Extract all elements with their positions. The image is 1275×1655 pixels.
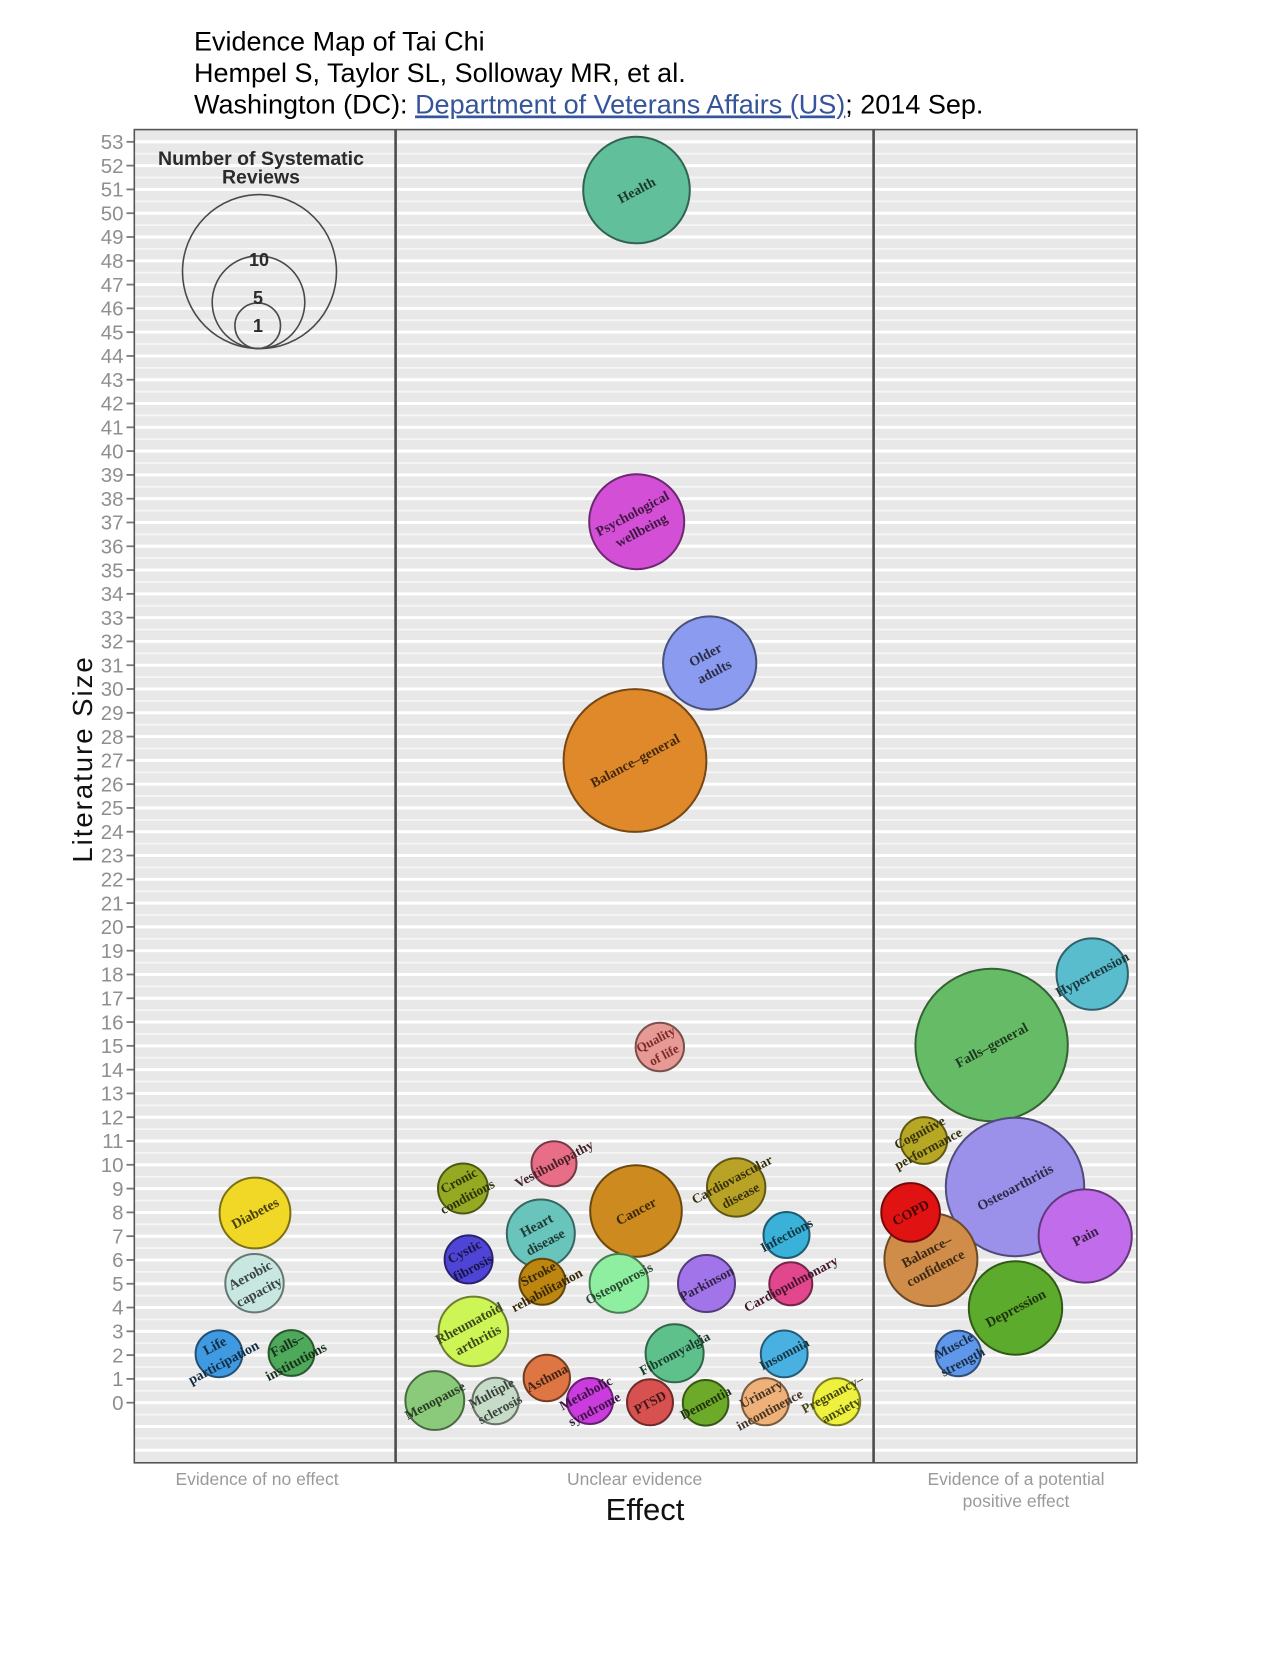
- svg-text:10: 10: [249, 250, 269, 270]
- svg-text:Evidence Map of Tai Chi: Evidence Map of Tai Chi: [194, 27, 485, 57]
- svg-text:33: 33: [101, 607, 124, 630]
- svg-text:31: 31: [101, 654, 124, 677]
- svg-text:9: 9: [112, 1178, 123, 1201]
- svg-text:6: 6: [112, 1249, 123, 1272]
- svg-text:15: 15: [101, 1035, 124, 1058]
- svg-text:35: 35: [101, 559, 124, 582]
- svg-text:Hempel S, Taylor SL, Solloway: Hempel S, Taylor SL, Solloway MR, et al.: [194, 58, 686, 88]
- svg-text:50: 50: [101, 202, 124, 225]
- svg-text:49: 49: [101, 226, 124, 249]
- svg-text:3: 3: [112, 1321, 123, 1344]
- svg-text:Reviews: Reviews: [222, 167, 300, 189]
- svg-text:47: 47: [101, 274, 124, 297]
- svg-text:44: 44: [101, 345, 124, 368]
- svg-text:23: 23: [101, 845, 124, 868]
- svg-text:11: 11: [102, 1130, 123, 1153]
- svg-text:positive effect: positive effect: [963, 1491, 1070, 1511]
- svg-text:40: 40: [101, 440, 124, 463]
- svg-text:45: 45: [101, 321, 124, 344]
- svg-text:53: 53: [101, 131, 124, 154]
- svg-text:32: 32: [101, 631, 124, 654]
- svg-text:41: 41: [101, 417, 124, 440]
- svg-text:34: 34: [101, 583, 124, 606]
- svg-text:28: 28: [101, 726, 124, 749]
- svg-text:25: 25: [101, 797, 124, 820]
- svg-text:51: 51: [101, 179, 124, 202]
- svg-text:27: 27: [101, 750, 124, 773]
- svg-text:12: 12: [101, 1106, 124, 1129]
- svg-text:26: 26: [101, 773, 124, 796]
- svg-text:30: 30: [101, 678, 124, 701]
- svg-text:21: 21: [101, 892, 124, 915]
- svg-text:7: 7: [112, 1225, 123, 1248]
- svg-text:22: 22: [101, 869, 124, 892]
- svg-text:18: 18: [101, 964, 124, 987]
- svg-text:5: 5: [112, 1273, 123, 1296]
- svg-text:Washington (DC): Department of: Washington (DC): Department of Veterans …: [194, 90, 983, 120]
- svg-text:Literature Size: Literature Size: [67, 655, 98, 862]
- svg-text:16: 16: [101, 1011, 124, 1034]
- svg-text:52: 52: [101, 155, 124, 178]
- svg-text:5: 5: [253, 288, 263, 308]
- svg-text:19: 19: [101, 940, 124, 963]
- svg-text:13: 13: [101, 1083, 124, 1106]
- svg-text:48: 48: [101, 250, 124, 273]
- svg-text:37: 37: [101, 512, 124, 535]
- svg-text:Number of Systematic: Number of Systematic: [158, 148, 364, 170]
- svg-text:4: 4: [112, 1297, 123, 1320]
- svg-text:Evidence of no effect: Evidence of no effect: [175, 1469, 338, 1489]
- svg-text:0: 0: [112, 1392, 123, 1415]
- svg-text:38: 38: [101, 488, 124, 511]
- svg-text:10: 10: [101, 1154, 124, 1177]
- svg-text:14: 14: [101, 1059, 124, 1082]
- svg-text:24: 24: [101, 821, 124, 844]
- svg-text:Evidence of a potential: Evidence of a potential: [927, 1469, 1104, 1489]
- svg-text:20: 20: [101, 916, 124, 939]
- svg-text:1: 1: [112, 1368, 123, 1391]
- svg-text:Effect: Effect: [606, 1492, 685, 1527]
- svg-text:17: 17: [101, 987, 124, 1010]
- svg-text:43: 43: [101, 369, 124, 392]
- svg-text:36: 36: [101, 535, 124, 558]
- svg-text:Unclear evidence: Unclear evidence: [567, 1469, 702, 1489]
- svg-text:8: 8: [112, 1202, 123, 1225]
- svg-text:1: 1: [253, 316, 263, 336]
- svg-text:39: 39: [101, 464, 124, 487]
- svg-text:42: 42: [101, 393, 124, 416]
- svg-text:46: 46: [101, 298, 124, 321]
- svg-text:29: 29: [101, 702, 124, 725]
- svg-text:2: 2: [112, 1344, 123, 1367]
